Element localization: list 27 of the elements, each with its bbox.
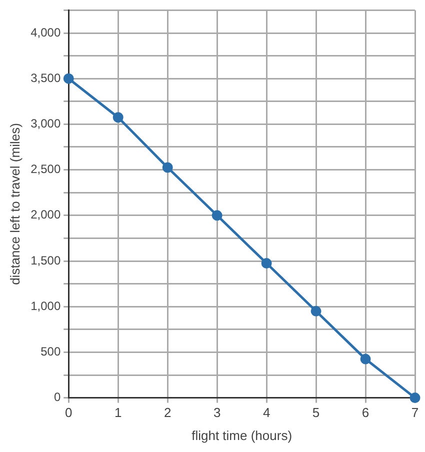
x-tick-label: 4 [262,405,270,420]
y-tick-label: 3,500 [30,70,61,85]
x-tick-label: 3 [213,405,221,420]
y-tick-label: 3,000 [30,116,61,131]
x-tick-label: 1 [114,405,122,420]
point [212,210,222,221]
point [112,112,124,123]
y-axis-title: distance left to travel (miles) [7,123,22,285]
x-tick-label: 2 [164,405,172,420]
x-tick-label: 7 [411,405,419,420]
y-tick-label: 1,500 [30,253,61,268]
x-axis-title: flight time (hours) [192,428,292,443]
point [360,354,371,364]
x-tick-label: 6 [362,405,370,420]
point [162,162,173,173]
y-tick-label: 1,000 [30,298,61,313]
point [310,306,322,316]
y-tick-label: 2,000 [30,208,61,222]
y-tick-label: 4,000 [30,25,61,40]
x-tick-label: 0 [65,405,72,420]
y-tick-label: 2,500 [30,162,61,176]
x-tick-label: 5 [312,405,320,420]
point [410,392,420,404]
y-tick-label: 500 [40,344,61,359]
y-tick-label: 0 [54,390,61,404]
point [261,258,272,269]
point [63,73,74,84]
